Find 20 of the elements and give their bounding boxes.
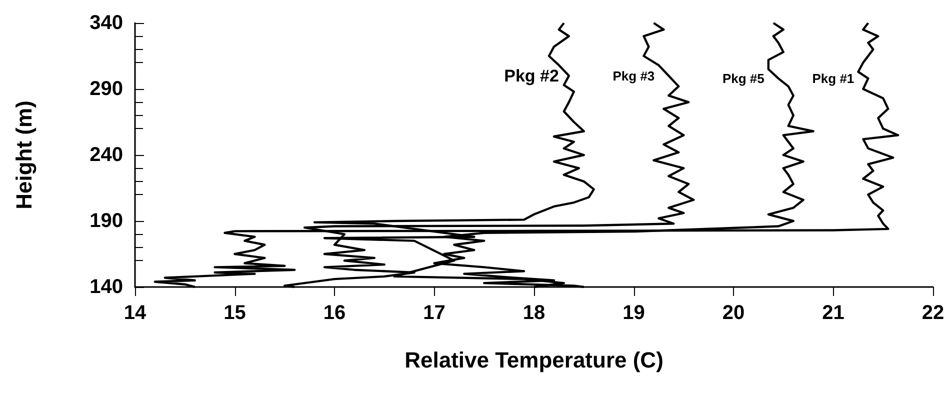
x-tick-label: 14 — [124, 302, 147, 324]
x-tick-label: 17 — [423, 302, 446, 324]
series-label: Pkg #5 — [722, 70, 764, 86]
series-label: Pkg #1 — [812, 70, 854, 86]
y-tick-label: 290 — [90, 78, 123, 100]
x-tick-label: 22 — [922, 302, 944, 324]
x-tick-label: 18 — [522, 302, 546, 324]
y-tick-label: 240 — [90, 144, 123, 166]
x-tick-label: 16 — [323, 302, 346, 324]
series-label: Pkg #2 — [504, 66, 559, 86]
x-tick-label: 21 — [822, 302, 844, 324]
x-tick-label: 15 — [224, 302, 246, 324]
x-axis-title: Relative Temperature (C) — [404, 348, 664, 372]
y-axis-title: Height (m) — [12, 100, 36, 210]
y-tick-label: 340 — [90, 12, 123, 34]
y-tick-label: 190 — [90, 210, 123, 232]
series-label: Pkg #3 — [612, 68, 655, 84]
y-tick-label: 140 — [90, 276, 123, 298]
x-tick-label: 19 — [622, 302, 645, 324]
x-tick-label: 20 — [722, 302, 745, 324]
